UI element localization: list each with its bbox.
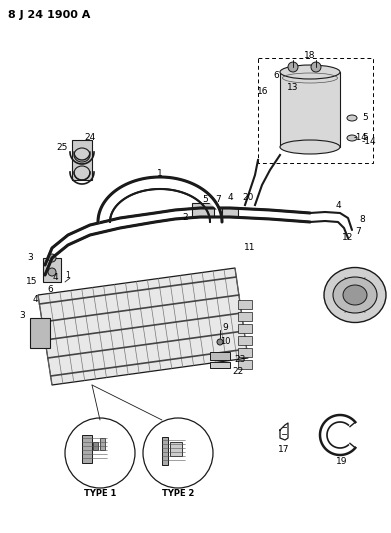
Bar — [210, 352, 230, 360]
Text: 24: 24 — [84, 133, 96, 142]
Text: 3: 3 — [19, 311, 25, 319]
Text: 18: 18 — [304, 51, 316, 60]
Text: 25: 25 — [56, 143, 68, 152]
Ellipse shape — [347, 115, 357, 121]
Bar — [280, 72, 340, 147]
Bar — [258, 58, 373, 163]
Text: 4: 4 — [335, 201, 341, 211]
Text: 7: 7 — [215, 196, 221, 205]
Bar — [238, 360, 252, 369]
Text: 17: 17 — [278, 446, 290, 455]
Text: 5: 5 — [202, 196, 208, 205]
Text: 7: 7 — [355, 228, 361, 237]
Text: 4: 4 — [227, 192, 233, 201]
Text: 19: 19 — [336, 457, 348, 466]
Bar — [238, 324, 252, 333]
Ellipse shape — [324, 268, 386, 322]
Bar — [43, 258, 61, 282]
Bar — [93, 442, 98, 450]
Text: 6: 6 — [47, 286, 53, 295]
Ellipse shape — [74, 166, 90, 180]
Text: 13: 13 — [287, 84, 299, 93]
Text: 9: 9 — [222, 324, 228, 333]
Bar — [30, 318, 50, 348]
Bar — [100, 438, 105, 450]
Bar — [170, 442, 182, 456]
Bar — [222, 207, 238, 217]
Bar — [238, 312, 252, 321]
Text: TYPE 2: TYPE 2 — [162, 489, 194, 497]
Text: 6: 6 — [273, 70, 279, 79]
Text: 10: 10 — [220, 337, 231, 346]
Text: 1: 1 — [157, 168, 163, 177]
Text: TYPE 1: TYPE 1 — [84, 489, 116, 497]
Bar — [72, 140, 92, 180]
Text: 5: 5 — [362, 114, 368, 123]
Text: 20: 20 — [242, 193, 254, 203]
Circle shape — [48, 268, 56, 276]
Ellipse shape — [280, 65, 340, 79]
Text: 12: 12 — [342, 233, 354, 243]
Polygon shape — [38, 268, 248, 385]
Bar — [162, 437, 168, 465]
Bar — [210, 362, 230, 368]
Bar — [238, 348, 252, 357]
Text: 15: 15 — [26, 278, 38, 287]
Text: 5: 5 — [362, 133, 368, 142]
Text: -14: -14 — [362, 138, 377, 147]
Circle shape — [311, 62, 321, 72]
Text: -14: -14 — [353, 133, 367, 142]
Text: 1: 1 — [66, 271, 70, 279]
Bar — [192, 203, 214, 217]
Ellipse shape — [333, 277, 377, 313]
Text: 22: 22 — [232, 367, 244, 376]
Text: 2: 2 — [182, 214, 188, 222]
Text: 23: 23 — [234, 356, 246, 365]
Text: 16: 16 — [257, 87, 269, 96]
Bar — [82, 435, 92, 463]
Ellipse shape — [343, 285, 367, 305]
Bar — [238, 336, 252, 345]
Text: 3: 3 — [27, 254, 33, 262]
Ellipse shape — [74, 148, 90, 162]
Ellipse shape — [347, 135, 357, 141]
Circle shape — [288, 62, 298, 72]
Text: 11: 11 — [244, 244, 256, 253]
Text: 8: 8 — [359, 215, 365, 224]
Text: 4: 4 — [52, 273, 58, 282]
Ellipse shape — [280, 140, 340, 154]
Circle shape — [217, 339, 223, 345]
Circle shape — [48, 254, 56, 262]
Bar — [238, 300, 252, 309]
Text: 4: 4 — [32, 295, 38, 304]
Text: 8 J 24 1900 A: 8 J 24 1900 A — [8, 10, 90, 20]
